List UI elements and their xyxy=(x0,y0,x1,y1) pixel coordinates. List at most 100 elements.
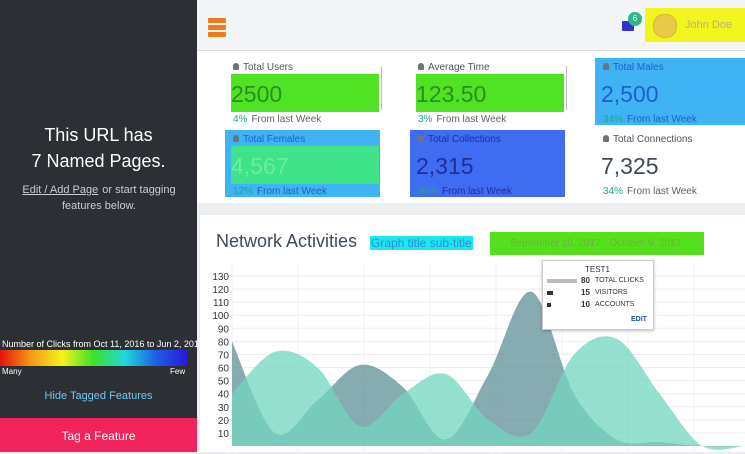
stat-label: Total Users xyxy=(233,62,293,73)
tooltip-bar xyxy=(547,279,577,283)
tooltip-value: 80 xyxy=(581,276,590,285)
edit-hint: or start tagging features below. xyxy=(62,184,176,212)
stat-label-text: Total Females xyxy=(243,134,306,145)
avatar xyxy=(653,14,677,38)
sidebar: This URL has 7 Named Pages. Edit / Add P… xyxy=(0,0,204,452)
user-name: John Doe xyxy=(685,19,733,31)
chart: 130 120 110 100 90 80 70 60 50 40 30 20 10 xyxy=(212,265,745,452)
tooltip-title: TEST1 xyxy=(585,265,610,274)
stat-change-value: 34% xyxy=(603,186,624,197)
y-tick-label: 110 xyxy=(213,298,229,309)
separator xyxy=(381,66,382,110)
stat-value: 2,315 xyxy=(416,153,474,179)
legend-min: Many xyxy=(2,367,22,376)
edit-link[interactable]: Edit / Add Page xyxy=(22,184,99,196)
stat-change: 3% From last Week xyxy=(418,114,506,125)
y-tick-label: 120 xyxy=(212,285,229,296)
stat-change-value: 3% xyxy=(418,114,433,125)
y-tick-label: 100 xyxy=(212,311,229,322)
stat-change: 4% From last Week xyxy=(233,114,321,125)
mail-icon[interactable] xyxy=(622,21,634,31)
separator xyxy=(566,66,567,110)
stat-change-text: From last Week xyxy=(251,114,322,125)
stat-value: 123.50 xyxy=(416,74,564,112)
heading: 7 Named Pages. xyxy=(31,151,166,171)
menu-button[interactable] xyxy=(197,0,227,50)
y-tick-label: 80 xyxy=(218,337,230,348)
heading: This URL has xyxy=(44,125,153,145)
y-tick-label: 40 xyxy=(218,390,230,401)
stat-icon xyxy=(603,63,609,70)
stat-value: 7,325 xyxy=(601,153,659,179)
tag-button[interactable]: Tag a Feature xyxy=(0,418,197,452)
stat-card: Total Males 2,500 34% From last Week xyxy=(595,58,745,125)
stat-change-text: From last Week xyxy=(627,186,697,197)
tooltip-edit[interactable]: EDIT xyxy=(631,316,647,323)
stat-change-value: 34% xyxy=(603,114,624,125)
tooltip-row: 80 TOTAL CLICKS xyxy=(547,276,651,286)
y-tick-label: 130 xyxy=(212,272,229,283)
menu-bar xyxy=(208,25,226,30)
stat-label: Total Connections xyxy=(603,134,693,145)
tooltip-bar xyxy=(547,291,553,295)
stat-label-text: Total Connections xyxy=(613,134,693,145)
stat-card: Total Females 4,567 12% From last Week xyxy=(225,130,380,197)
area xyxy=(232,291,745,447)
chart-title: Network Activities xyxy=(216,231,358,251)
menu-bar xyxy=(208,32,226,37)
stat-label-text: Average Time xyxy=(428,62,490,73)
menu-bar xyxy=(208,18,226,23)
date-range[interactable]: September 10, 2017 - October 9, 2017 xyxy=(490,232,704,255)
y-tick-label: 30 xyxy=(218,403,230,414)
stat-card: Total Connections 7,325 34% From last Week xyxy=(595,130,745,197)
stat-change-text: From last Week xyxy=(627,114,697,125)
stat-icon xyxy=(418,135,424,142)
stat-value: 2500 xyxy=(231,74,379,112)
y-tick-label: 60 xyxy=(218,364,230,375)
edit-text: Edit / Add Page or start tagging features… xyxy=(14,182,184,214)
stat-change-text: From last Week xyxy=(257,186,327,197)
tooltip-bar xyxy=(547,303,551,307)
user-menu[interactable]: John Doe xyxy=(645,8,745,42)
area xyxy=(232,336,745,450)
hide-link[interactable]: Hide Tagged Features xyxy=(44,390,153,402)
stat-label: Average Time xyxy=(418,62,490,73)
stat-label: Total Males xyxy=(603,62,664,73)
tooltip-value: 15 xyxy=(581,288,590,297)
stat-value: 2,500 xyxy=(601,81,659,107)
stat-label-text: Total Users xyxy=(243,62,294,73)
stat-icon xyxy=(233,63,239,70)
chart-subtitle: Graph title sub-title xyxy=(370,236,473,250)
tooltip-label: TOTAL CLICKS xyxy=(595,277,644,284)
stat-change: 34% From last Week xyxy=(603,186,697,197)
legend-title: Number of Clicks from Oct 11, 2016 to Ju… xyxy=(2,339,204,349)
tooltip-label: ACCOUNTS xyxy=(595,301,635,308)
stats: Total Users 2500 4% From last Week Average T… xyxy=(197,51,745,203)
stat-change: 34% From last Week xyxy=(418,186,512,197)
legend-max: Few xyxy=(170,367,186,376)
tooltip-label: VISITORS xyxy=(595,289,628,296)
stat-change-text: From last Week xyxy=(442,186,512,197)
stat-icon xyxy=(233,135,239,142)
tooltip-row: 10 ACCOUNTS xyxy=(547,300,651,310)
tooltip-row: 15 VISITORS xyxy=(547,288,651,298)
stat-icon xyxy=(418,63,424,70)
tooltip: TEST1 EDIT 80 TOTAL CLICKS 15 VISITORS 10 ACC… xyxy=(542,260,654,330)
y-tick-label: 50 xyxy=(218,377,230,388)
y-tick-label: 90 xyxy=(218,324,230,335)
stat-change: 12% From last Week xyxy=(233,186,327,197)
y-tick-label: 70 xyxy=(218,350,230,361)
stat-label: Total Collections xyxy=(418,134,501,145)
stat-card: Total Users 2500 4% From last Week xyxy=(225,58,380,125)
stat-change-value: 34% xyxy=(418,186,439,197)
stat-label-text: Total Males xyxy=(613,62,664,73)
topbar: 6 John Doe xyxy=(197,0,745,51)
stat-change-value: 12% xyxy=(233,186,254,197)
y-tick-label: 10 xyxy=(218,429,230,440)
tooltip-value: 10 xyxy=(581,300,590,309)
stat-card: Total Collections 2,315 34% From last Week xyxy=(410,130,565,197)
stat-change-text: From last Week xyxy=(436,114,507,125)
stat-change-value: 4% xyxy=(233,114,248,125)
